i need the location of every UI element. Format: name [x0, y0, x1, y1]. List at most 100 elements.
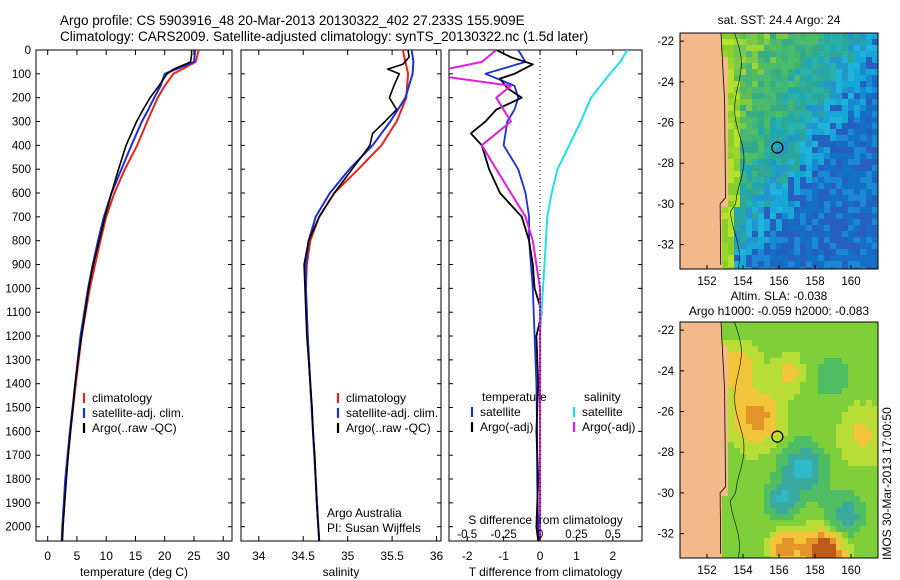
- map-cell: [872, 207, 878, 214]
- map-cell: [710, 346, 717, 353]
- map-cell: [854, 63, 861, 70]
- map-cell: [686, 484, 693, 491]
- map-cell: [716, 370, 723, 377]
- map-cell: [704, 508, 711, 515]
- map-cell: [764, 63, 771, 70]
- map-cell: [686, 165, 693, 172]
- map-cell: [800, 87, 807, 94]
- map-cell: [800, 33, 807, 40]
- map-cell: [836, 466, 843, 473]
- map-cell: [782, 502, 789, 509]
- map-cell: [794, 219, 801, 226]
- map-cell: [764, 117, 771, 124]
- map-cell: [782, 159, 789, 166]
- map-cell: [770, 478, 777, 485]
- map-cell: [800, 123, 807, 130]
- map-cell: [788, 454, 795, 461]
- map-cell: [728, 57, 735, 64]
- legend-salinity-title: salinity: [584, 390, 621, 404]
- map-cell: [824, 430, 831, 437]
- map-cell: [860, 472, 867, 479]
- map-cell: [716, 490, 723, 497]
- map-cell: [782, 225, 789, 232]
- map-cell: [812, 129, 819, 136]
- map-cell: [776, 550, 783, 557]
- map-cell: [854, 111, 861, 118]
- map-cell: [710, 111, 717, 118]
- map-cell: [776, 195, 783, 202]
- y-tick-label: 1300: [5, 355, 31, 367]
- map-cell: [854, 261, 861, 268]
- map-cell: [848, 93, 855, 100]
- map-cell: [722, 364, 729, 371]
- map-cell: [686, 45, 693, 52]
- figure-title-line2: Climatology: CARS2009. Satellite-adjuste…: [60, 29, 589, 44]
- salinity-tick-label: -0.5: [457, 529, 477, 541]
- salinity-tick-label: 0.25: [565, 529, 587, 541]
- map-cell: [782, 496, 789, 503]
- map-cell: [692, 322, 699, 329]
- map-cell: [728, 334, 735, 341]
- map-cell: [848, 57, 855, 64]
- x-tick-label: -2: [462, 549, 473, 563]
- map-cell: [692, 484, 699, 491]
- map-cell: [752, 45, 759, 52]
- map-cell: [704, 412, 711, 419]
- map-cell: [776, 69, 783, 76]
- map-cell: [776, 412, 783, 419]
- map-cell: [728, 39, 735, 46]
- map-cell: [770, 57, 777, 64]
- map-cell: [752, 207, 759, 214]
- map-cell: [692, 225, 699, 232]
- map-cell: [788, 225, 795, 232]
- map-cell: [818, 358, 825, 365]
- map-cell: [848, 490, 855, 497]
- map-cell: [692, 255, 699, 262]
- map-cell: [746, 334, 753, 341]
- map-cell: [794, 99, 801, 106]
- map-cell: [734, 165, 741, 172]
- map-cell: [866, 424, 873, 431]
- map-cell: [824, 159, 831, 166]
- map-cell: [848, 171, 855, 178]
- map-cell: [764, 207, 771, 214]
- map-cell: [872, 105, 878, 112]
- map-cell: [698, 213, 705, 220]
- map-cell: [752, 496, 759, 503]
- map-cell: [836, 520, 843, 527]
- map-cell: [794, 388, 801, 395]
- map-cell: [830, 526, 837, 533]
- map-cell: [830, 508, 837, 515]
- map-cell: [830, 388, 837, 395]
- map-cell: [698, 45, 705, 52]
- map-cell: [680, 57, 687, 64]
- map-cell: [800, 171, 807, 178]
- map-cell: [812, 195, 819, 202]
- map-cell: [812, 33, 819, 40]
- map-cell: [794, 105, 801, 112]
- map-cell: [758, 201, 765, 208]
- map-cell: [734, 219, 741, 226]
- map-cell: [842, 219, 849, 226]
- map-cell: [866, 267, 873, 269]
- map-cell: [704, 51, 711, 58]
- map-cell: [716, 159, 723, 166]
- map-cell: [686, 237, 693, 244]
- map-cell: [680, 33, 687, 40]
- map-cell: [806, 99, 813, 106]
- map-cell: [770, 189, 777, 196]
- map-cell: [716, 261, 723, 268]
- map-cell: [740, 340, 747, 347]
- map-cell: [746, 556, 753, 558]
- map-cell: [680, 418, 687, 425]
- map-cell: [686, 556, 693, 558]
- map-cell: [716, 550, 723, 557]
- x-tick-label: 34.5: [292, 549, 316, 563]
- map-cell: [812, 352, 819, 359]
- map-cell: [776, 340, 783, 347]
- map-cell: [830, 340, 837, 347]
- map-cell: [698, 165, 705, 172]
- map-cell: [806, 358, 813, 365]
- map-cell: [836, 267, 843, 269]
- map-cell: [734, 111, 741, 118]
